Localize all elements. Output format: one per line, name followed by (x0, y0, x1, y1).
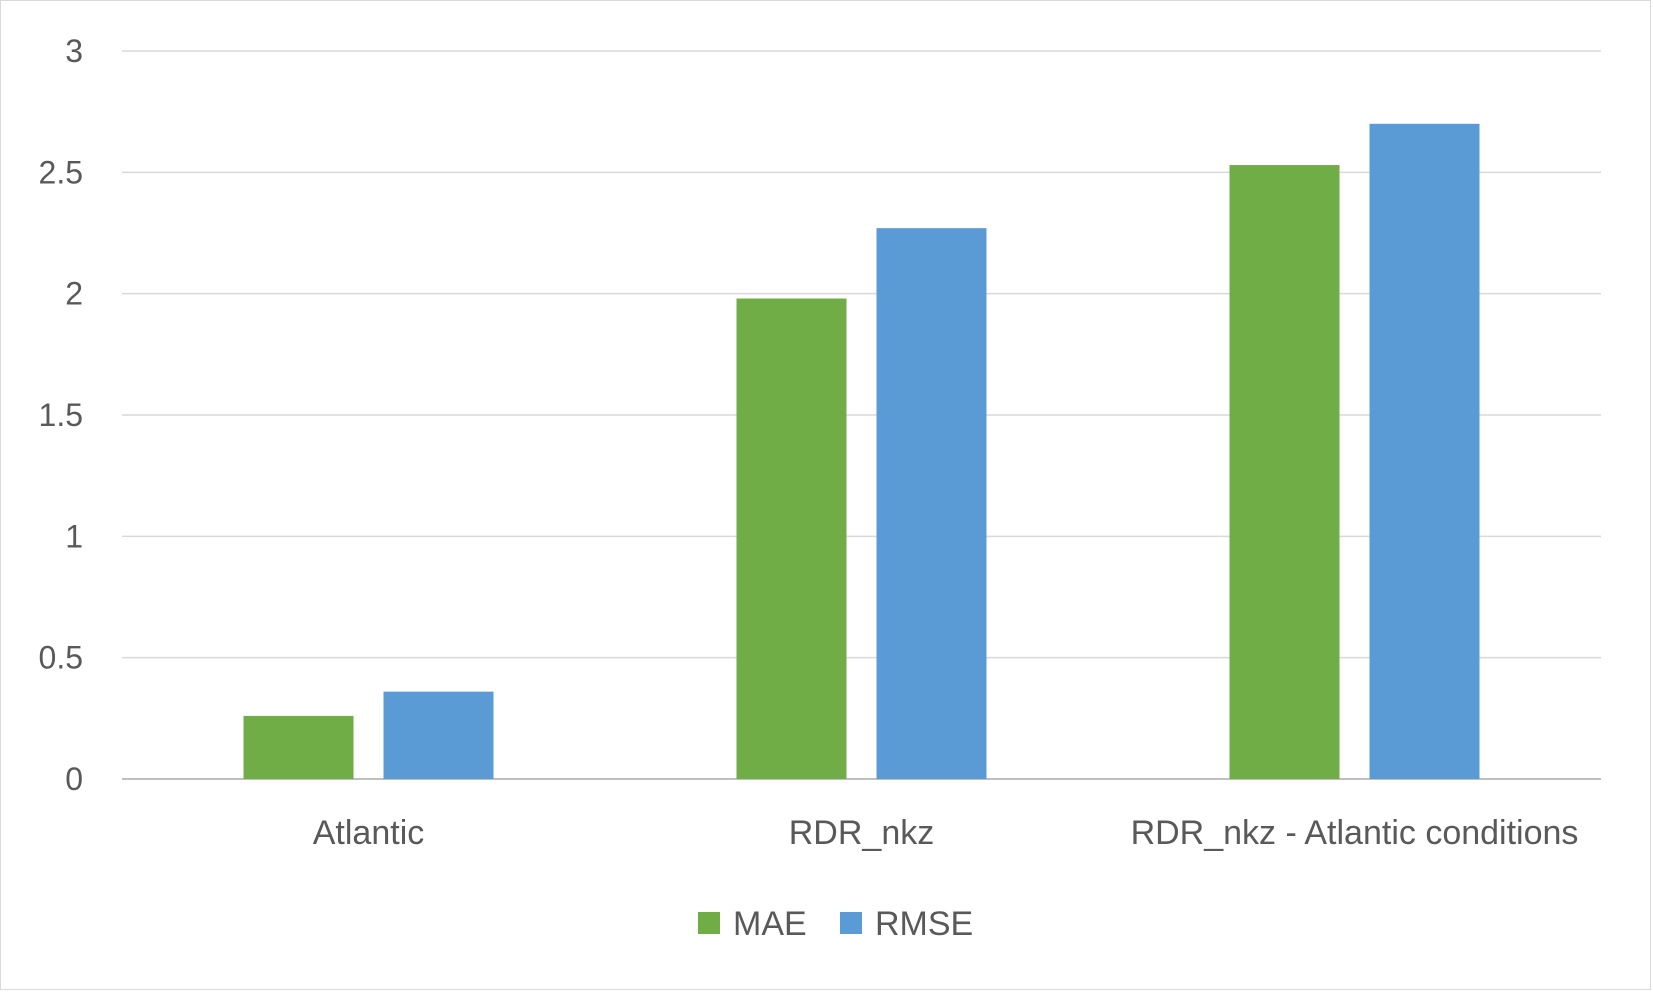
y-tick-label: 3 (65, 33, 83, 69)
bars (243, 123, 1480, 780)
bar-mae-2 (1229, 165, 1340, 779)
y-tick-label: 0 (65, 761, 83, 797)
category-label: RDR_nkz (789, 814, 934, 852)
y-tick-label: 1.5 (39, 397, 83, 433)
y-tick-label: 2.5 (39, 154, 83, 190)
axes: 0 0.5 1 1.5 2 2.5 3 Atlantic RDR_nkz RDR_nkz - At… (39, 33, 1579, 852)
gridlines (122, 50, 1601, 780)
bar-rmse-2 (1369, 123, 1480, 780)
category-label: Atlantic (313, 814, 425, 852)
y-tick-label: 1 (65, 518, 83, 554)
bar-rmse-1 (876, 228, 987, 779)
category-label: RDR_nkz - Atlantic conditions (1131, 814, 1579, 852)
legend-swatch-rmse (840, 912, 862, 934)
bar-rmse-0 (383, 691, 494, 779)
legend-label-rmse: RMSE (875, 905, 973, 943)
bar-mae-0 (243, 715, 354, 779)
legend-label-mae: MAE (733, 905, 807, 943)
y-tick-label: 0.5 (39, 640, 83, 676)
bar-mae-1 (736, 298, 847, 779)
legend: MAE RMSE (698, 905, 973, 943)
legend-swatch-mae (698, 912, 720, 934)
y-tick-label: 2 (65, 276, 83, 312)
